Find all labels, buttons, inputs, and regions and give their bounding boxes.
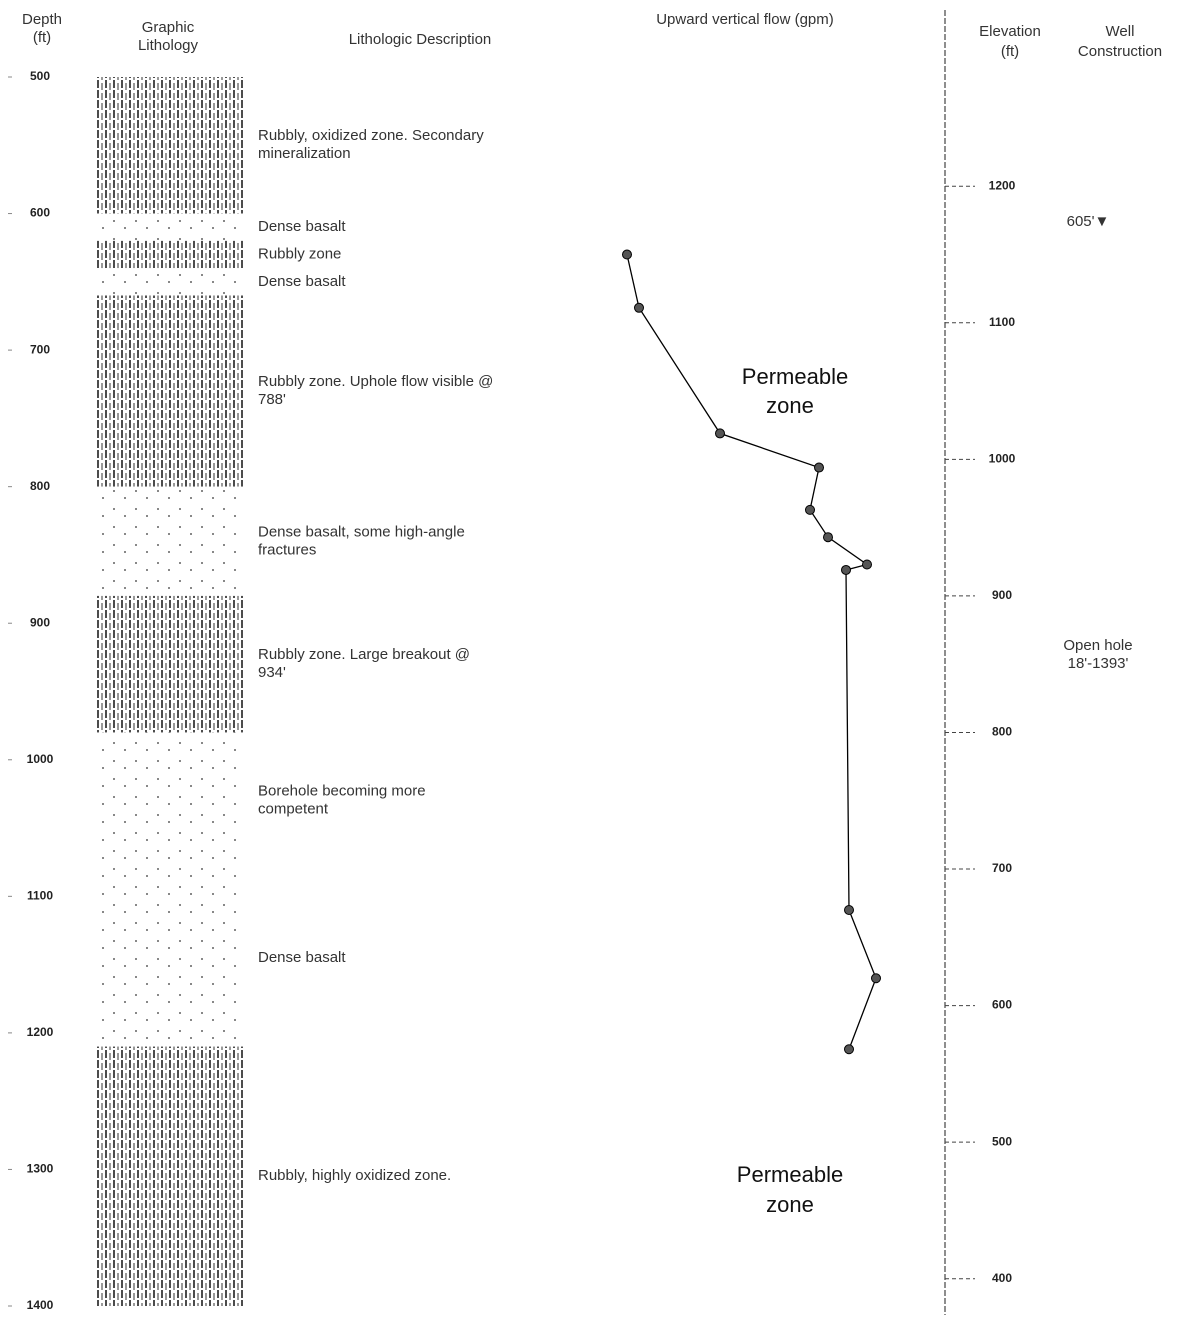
lithology-layer [97,1047,243,1306]
annotation: zone [766,1192,814,1217]
y-tick-label: 1300 [27,1162,54,1176]
y2-tick-label: 1000 [989,452,1016,466]
lithology-label: Lithology [138,37,199,54]
well-label: Construction [1078,43,1162,60]
y2-tick-label: 900 [992,588,1012,602]
well-note: Open hole [1063,637,1132,654]
y-label: Depth [22,11,62,28]
y2-tick-label: 1100 [989,315,1015,329]
lithology-description: 934' [258,664,286,681]
lithology-description: Dense basalt [258,273,346,290]
y2-tick-label: 600 [992,998,1012,1012]
lithology-description: Borehole becoming more [258,783,426,800]
lithology-description: fractures [258,541,316,558]
lithology-layer [97,241,243,268]
lithology-description: Rubbly, highly oxidized zone. [258,1167,451,1184]
y-tick-label: 1000 [27,752,54,766]
well-note: 605'▼ [1067,213,1110,230]
y2-tick-label: 800 [992,725,1012,739]
y-tick-label: 600 [30,206,50,220]
flow-point [623,250,632,259]
y-tick-label: 500 [30,69,50,83]
y2-tick-label: 1200 [989,178,1016,192]
lithology-description: Rubbly zone [258,245,341,262]
y-tick-label: 700 [30,342,50,356]
flow-point [863,560,872,569]
y2-label: Elevation [979,23,1041,40]
lithology-layer [97,596,243,733]
flow-point [872,974,881,983]
well-label: Well [1106,23,1135,40]
y-tick-label: 1200 [27,1025,54,1039]
lithology-description: Dense basalt [258,949,346,966]
lithology-description: competent [258,801,329,818]
lithology-layer [97,268,243,295]
lithology-description: 788' [258,391,286,408]
flow-point [806,505,815,514]
y2-tick-label: 700 [992,861,1012,875]
flow-point [824,533,833,542]
lithology-description: Dense basalt [258,218,346,235]
flow-point [845,1045,854,1054]
flow-point [635,303,644,312]
x-label: Upward vertical flow (gpm) [656,11,834,28]
y2-tick-label: 500 [992,1134,1012,1148]
flow-point [845,905,854,914]
y-label: (ft) [33,29,51,46]
y-tick-label: 900 [30,615,50,629]
y-tick-label: 800 [30,479,50,493]
page: Depth (ft) Graphic Lithology Lithologic … [0,0,1183,1320]
annotation: Permeable [742,364,848,389]
lithology-label: Graphic [142,19,195,36]
description-label: Lithologic Description [349,31,492,48]
y-tick-label: 1400 [27,1298,54,1312]
lithology-description: Rubbly zone. Large breakout @ [258,646,470,663]
lithology-layer [97,77,243,214]
well-note: 18'-1393' [1068,655,1129,672]
flow-point [815,463,824,472]
flow-point [842,565,851,574]
lithology-layer [97,295,243,486]
y2-label: (ft) [1001,43,1019,60]
lithology-description: mineralization [258,145,351,162]
lithology-layer [97,214,243,241]
flow-point [716,429,725,438]
lithology-layer [97,487,243,596]
annotation: Permeable [737,1162,843,1187]
lithology-description: Rubbly zone. Uphole flow visible @ [258,373,493,390]
y-tick-label: 1100 [27,889,53,903]
lithology-layer [97,732,243,869]
lithology-description: Dense basalt, some high-angle [258,523,465,540]
lithology-layer [97,869,243,1047]
chart: Depth (ft) Graphic Lithology Lithologic … [0,0,1183,1320]
annotation: zone [766,393,814,418]
lithology-description: Rubbly, oxidized zone. Secondary [258,127,484,144]
y2-tick-label: 400 [992,1271,1012,1285]
